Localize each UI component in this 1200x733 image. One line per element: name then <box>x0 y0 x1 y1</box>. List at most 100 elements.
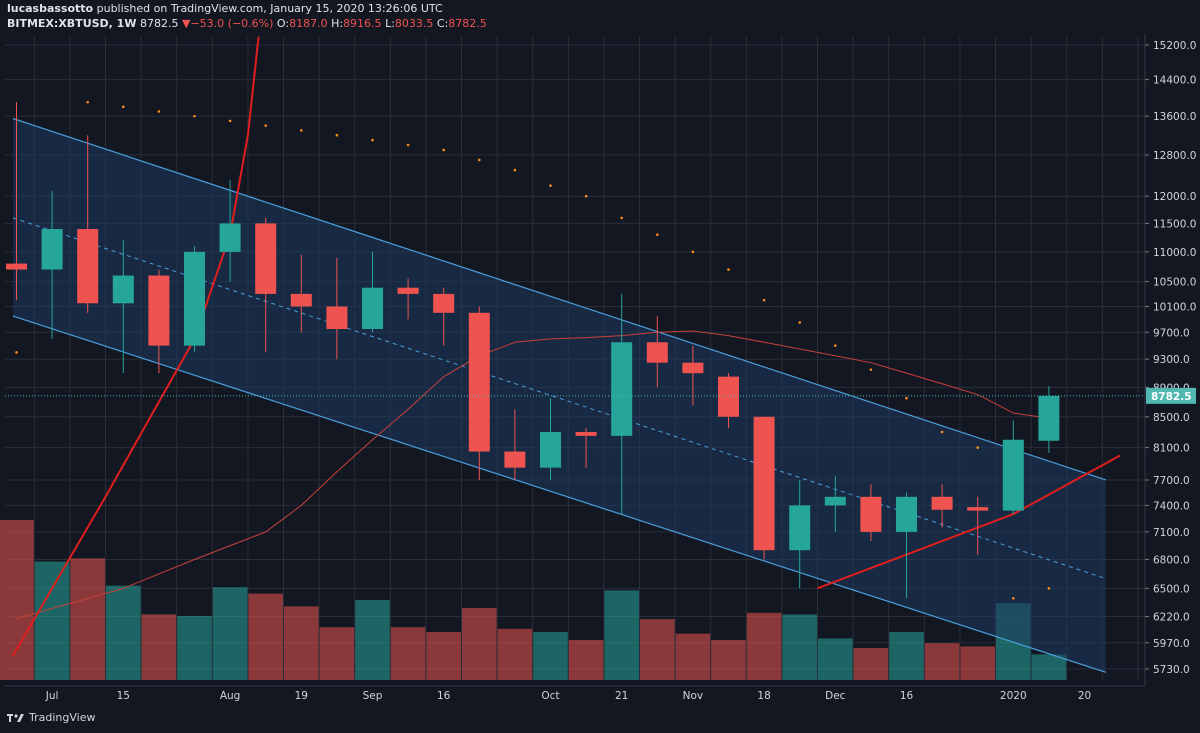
price-chart[interactable]: 15200.0 14400.0 13600.0 12800.0 12000.0 11500… <box>0 0 1200 707</box>
low-label: L: <box>385 17 395 30</box>
candle-body <box>433 293 455 313</box>
price-tick-label: 12000.0 <box>1153 191 1196 203</box>
candle <box>77 135 99 313</box>
time-tick-label: Sep <box>363 690 383 702</box>
published-text: published on TradingView.com, January 15… <box>96 2 443 15</box>
volume-bar <box>34 561 70 680</box>
candle <box>148 269 170 374</box>
candle <box>789 479 811 589</box>
volume-bar <box>604 590 639 680</box>
candle-body <box>611 342 633 436</box>
last-price-label: 8782.5 <box>1151 391 1192 403</box>
sar-dot <box>442 148 446 152</box>
candle <box>967 496 989 555</box>
channel-upper-line <box>12 117 1107 481</box>
candle-body <box>290 293 312 307</box>
volume-bar <box>782 614 817 680</box>
author-name[interactable]: lucasbassotto <box>7 2 94 15</box>
volume-bar <box>497 628 533 680</box>
sar-dot <box>905 396 908 400</box>
time-tick-label: Jul <box>45 690 59 702</box>
sar-dot <box>620 216 623 220</box>
price-tick-label: 11500.0 <box>1153 218 1196 230</box>
candle-body <box>789 505 811 551</box>
candle-body <box>41 229 63 270</box>
time-tick-label: 15 <box>117 690 130 702</box>
candle <box>860 484 882 541</box>
high-value: 8916.5 <box>343 17 382 30</box>
volume-bar <box>319 627 355 680</box>
candle-body <box>646 342 668 363</box>
candle <box>468 306 490 480</box>
last-value: 8782.5 <box>139 17 179 30</box>
price-tick-label: 6220.0 <box>1153 612 1190 624</box>
moving-average-line <box>16 330 1049 620</box>
candle <box>896 492 917 599</box>
tradingview-brand[interactable]: TradingView <box>7 711 95 724</box>
price-tick-label: 6800.0 <box>1153 554 1190 566</box>
change-down-icon: ▼ <box>181 17 191 30</box>
sar-dot <box>228 119 232 123</box>
chart-footer <box>0 707 1200 733</box>
candle <box>504 409 526 480</box>
candle <box>6 102 27 301</box>
sar-dot <box>940 430 944 434</box>
candle <box>362 251 383 333</box>
last-price-badge <box>1146 387 1196 404</box>
candle <box>41 190 63 339</box>
volume-bar <box>568 640 604 680</box>
sar-dot <box>513 168 517 172</box>
candle-body <box>931 496 953 510</box>
price-axis-bg <box>1145 34 1200 707</box>
candle-body <box>326 306 348 330</box>
close-value: 8782.5 <box>448 17 487 30</box>
price-tick-label: 11000.0 <box>1153 247 1196 259</box>
time-tick-label: 18 <box>757 690 770 702</box>
volume-bar <box>70 558 105 680</box>
candle-body <box>1002 439 1024 511</box>
candle-body <box>575 431 597 436</box>
sar-dot <box>834 344 837 347</box>
volume-bar <box>924 643 960 680</box>
candle-body <box>148 275 170 346</box>
publisher-line: lucasbassotto published on TradingView.c… <box>7 2 443 15</box>
sar-dot <box>549 184 552 187</box>
candle-body <box>682 362 704 374</box>
price-tick-label: 6500.0 <box>1153 583 1190 595</box>
candle-body <box>860 496 882 532</box>
time-tick-label: 19 <box>295 690 308 702</box>
sar-dot <box>1047 587 1051 590</box>
candle-body <box>397 287 419 294</box>
volume-bar <box>889 632 924 680</box>
price-tick-label: 14400.0 <box>1153 75 1196 87</box>
close-label: C: <box>436 17 449 30</box>
price-axis-labels: 15200.0 14400.0 13600.0 12800.0 12000.0 11500… <box>1145 40 1196 676</box>
candle <box>255 217 277 353</box>
sar-dot <box>727 268 730 271</box>
time-tick-label: 21 <box>615 690 628 702</box>
open-label: O: <box>276 17 290 30</box>
candle-body <box>967 507 989 511</box>
time-tick-label: Aug <box>220 690 241 702</box>
candle <box>326 257 348 360</box>
time-tick-label: 2020 <box>1000 690 1027 702</box>
candle-body <box>6 263 27 270</box>
candle-body <box>219 223 241 252</box>
sar-dot <box>798 321 801 324</box>
high-label: H: <box>331 17 344 30</box>
volume-bar <box>177 616 212 680</box>
price-tick-label: 10500.0 <box>1153 277 1196 289</box>
symbol-label[interactable]: BITMEX:XBTUSD, 1W <box>7 17 137 30</box>
candle-body <box>184 251 205 346</box>
parabolic-curve <box>12 36 260 657</box>
low-value: 8033.5 <box>394 17 434 30</box>
sar-dot <box>122 105 125 109</box>
candle-body <box>362 287 383 330</box>
sar-dot <box>656 233 659 236</box>
time-tick-label: 16 <box>437 690 451 702</box>
volume-bar <box>212 587 248 680</box>
price-tick-label: 12800.0 <box>1153 150 1196 162</box>
tradingview-logo-icon <box>7 713 24 722</box>
candle-body <box>753 416 775 551</box>
candle <box>824 475 846 532</box>
